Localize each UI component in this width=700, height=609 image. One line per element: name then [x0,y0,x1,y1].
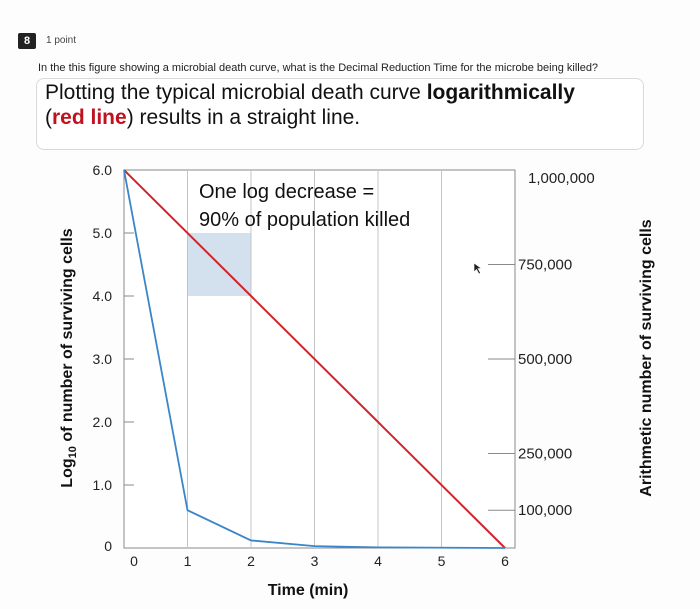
x-tick-label: 4 [374,553,382,569]
y-tick-label-left: 5.0 [93,225,113,241]
series-line-arithmetic [123,169,506,549]
cursor-icon [473,262,483,275]
y-tick-label-left: 3.0 [93,351,113,367]
annotation-line-2: 90% of population killed [199,209,410,231]
headline-line-2: (red line) results in a straight line. [45,106,360,130]
x-tick-label: 3 [311,553,319,569]
death-curve-chart: 0 1.0 2.0 3.0 4.0 5.0 6.0 100,000 250,000 500,00… [59,162,655,599]
y-tick-label-left: 6.0 [93,162,113,178]
y-axis-label-left: Log10 of number of surviving cells [59,228,79,488]
series-line-logarithmic [123,169,506,549]
headline-text: Plotting the typical microbial death cur… [45,81,427,104]
y-tick-label-right: 100,000 [518,502,572,519]
x-tick-label: 0 [130,553,138,569]
question-number: 8 [18,33,36,49]
y-tick-label-right: 750,000 [518,257,572,274]
question-points: 1 point [46,35,77,46]
y-axis-label-right: Arithmetic number of surviving cells [638,219,655,497]
y-tick-label-left: 1.0 [93,477,113,493]
y-axis-label-left-prefix: Log [59,458,76,487]
y-axis-label-left-suffix: of number of surviving cells [59,228,76,446]
y-tick-label-right: 1,000,000 [528,170,595,187]
x-tick-label: 2 [247,553,255,569]
y-tick-label-right: 500,000 [518,351,572,368]
y-tick-label-right: 250,000 [518,446,572,463]
y-tick-label-left: 2.0 [93,414,113,430]
question-text: In the this figure showing a microbial d… [38,62,599,74]
y-tick-label-left: 0 [104,538,112,554]
headline-text-end: ) results in a straight line. [126,106,361,129]
x-axis-label: Time (min) [268,582,349,599]
x-tick-label: 5 [438,553,446,569]
headline-paren-open: ( [45,106,52,129]
y-axis-label-left-subscript: 10 [67,446,79,458]
annotation-line-1: One log decrease = [199,181,374,203]
y-tick-label-left: 4.0 [93,288,113,304]
headline-emphasis: logarithmically [426,81,575,104]
headline-red-line-label: red line [52,106,127,129]
headline-line-1: Plotting the typical microbial death cur… [45,81,575,105]
headline-box: Plotting the typical microbial death cur… [36,78,644,150]
x-tick-label: 1 [184,553,192,569]
x-tick-label: 6 [501,553,509,569]
death-curve-figure: 0 1.0 2.0 3.0 4.0 5.0 6.0 100,000 250,000 500,00… [0,150,700,604]
